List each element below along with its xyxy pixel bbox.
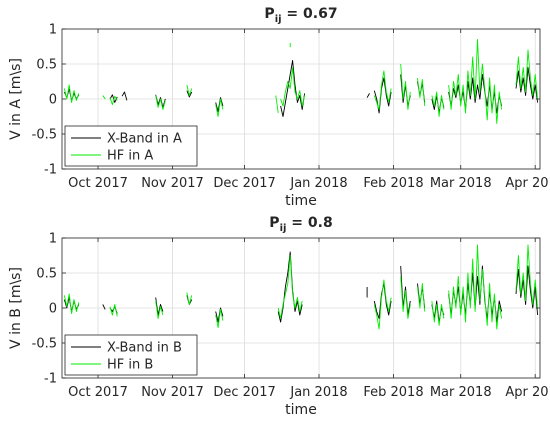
y-tick-label: 1: [49, 23, 57, 38]
x-tick-label: Feb 2018: [363, 176, 423, 191]
series-2-segment: [109, 95, 118, 106]
x-tick-label: Apr 2018: [505, 385, 550, 400]
legend-entry-label: X-Band in B: [107, 341, 182, 356]
series-2-segment: [448, 39, 503, 124]
series-2-segment: [277, 255, 303, 319]
series-2-segment: [186, 84, 193, 96]
series-1-segment: [102, 304, 106, 310]
series-2-segment: [400, 276, 411, 319]
x-tick-label: Jan 2018: [289, 176, 347, 191]
y-tick-label: -0.5: [32, 128, 57, 143]
series-1-segment: [515, 67, 539, 103]
legend-box: [64, 125, 198, 167]
series-2-segment: [400, 63, 411, 110]
x-tick-label: Dec 2017: [213, 385, 275, 400]
series-1-segment: [155, 297, 164, 316]
legend-entry-label: HF in B: [107, 358, 153, 373]
series-1-segment: [109, 94, 118, 103]
series-2-segment: [215, 98, 224, 117]
series-2-segment: [102, 95, 106, 100]
series-1-segment: [366, 93, 370, 98]
series-2-segment: [448, 244, 503, 330]
title-value: = 0.67: [282, 6, 338, 22]
x-tick-label: Dec 2017: [213, 176, 275, 191]
title-value: = 0.8: [286, 215, 332, 231]
x-axis-label: time: [285, 193, 317, 209]
legend-entry-label: HF in A: [107, 149, 153, 164]
series-2-segment: [186, 292, 193, 305]
title-main: P: [269, 215, 279, 231]
series-2-segment: [373, 70, 392, 110]
series-2-segment: [431, 91, 445, 117]
x-tick-label: Oct 2017: [68, 176, 128, 191]
x-tick-label: Oct 2017: [68, 385, 128, 400]
series-1: [63, 251, 539, 323]
y-tick-label: -0.5: [32, 337, 57, 352]
series-1-segment: [277, 251, 303, 323]
y-axis-label: V in B [m\s]: [8, 267, 24, 349]
series-2: [63, 39, 539, 124]
chart-panel-1: -1 -0.5 0 0.5 1 Oct 2017 Nov 2017 Dec 2017 Jan 2…: [8, 6, 550, 209]
series-2-segment: [275, 95, 279, 114]
series-2-segment: [515, 244, 539, 309]
y-tick-label: 0: [49, 93, 57, 108]
series-1-segment: [515, 265, 539, 316]
chart-title: Pij = 0.8: [269, 215, 332, 234]
series-2-segment: [215, 308, 224, 329]
x-axis-label: time: [285, 402, 317, 418]
series-1-segment: [186, 90, 193, 98]
series-2: [63, 244, 539, 330]
chart-title: Pij = 0.67: [264, 6, 337, 25]
series-2-segment: [109, 304, 118, 317]
series-2-segment: [155, 300, 164, 319]
legend-box: [64, 334, 198, 376]
legend: X-Band in B HF in B: [64, 334, 198, 376]
y-tick-label: 0.5: [36, 58, 57, 73]
series-1-segment: [121, 91, 128, 101]
legend-entry-label: X-Band in A: [107, 132, 182, 147]
x-tick-label: Apr 2018: [505, 176, 550, 191]
legend: X-Band in A HF in A: [64, 125, 198, 167]
series-1-segment: [373, 77, 392, 114]
series-2-segment: [417, 77, 426, 107]
title-subscript: ij: [280, 223, 287, 234]
series-2-segment: [431, 300, 445, 326]
series-2-segment: [417, 283, 426, 312]
series-2-segment: [63, 84, 80, 103]
series-2-segment: [63, 293, 80, 315]
series-2-segment: [373, 279, 392, 330]
chart-panel-2: -1 -0.5 0 0.5 1 Oct 2017 Nov 2017 Dec 2017 Jan 2…: [8, 215, 550, 418]
y-tick-label: -1: [44, 372, 57, 387]
y-tick-label: 1: [49, 232, 57, 247]
series-2-segment: [280, 67, 306, 107]
y-axis-label: V in A [m\s]: [8, 58, 24, 140]
x-tick-label: Nov 2017: [141, 385, 204, 400]
series-2-segment: [515, 49, 539, 100]
series-1-segment: [215, 307, 224, 323]
y-tick-label: 0.5: [36, 267, 57, 282]
x-tick-label: Mar 2018: [430, 385, 492, 400]
x-tick-label: Feb 2018: [363, 385, 423, 400]
x-tick-label: Nov 2017: [141, 176, 204, 191]
y-tick-label: -1: [44, 163, 57, 178]
x-tick-label: Mar 2018: [430, 176, 492, 191]
title-subscript: ij: [275, 14, 282, 25]
series-2-segment: [155, 95, 166, 110]
series-1-segment: [280, 60, 306, 117]
title-main: P: [264, 6, 274, 22]
x-tick-label: Jan 2018: [289, 385, 347, 400]
y-tick-label: 0: [49, 302, 57, 317]
